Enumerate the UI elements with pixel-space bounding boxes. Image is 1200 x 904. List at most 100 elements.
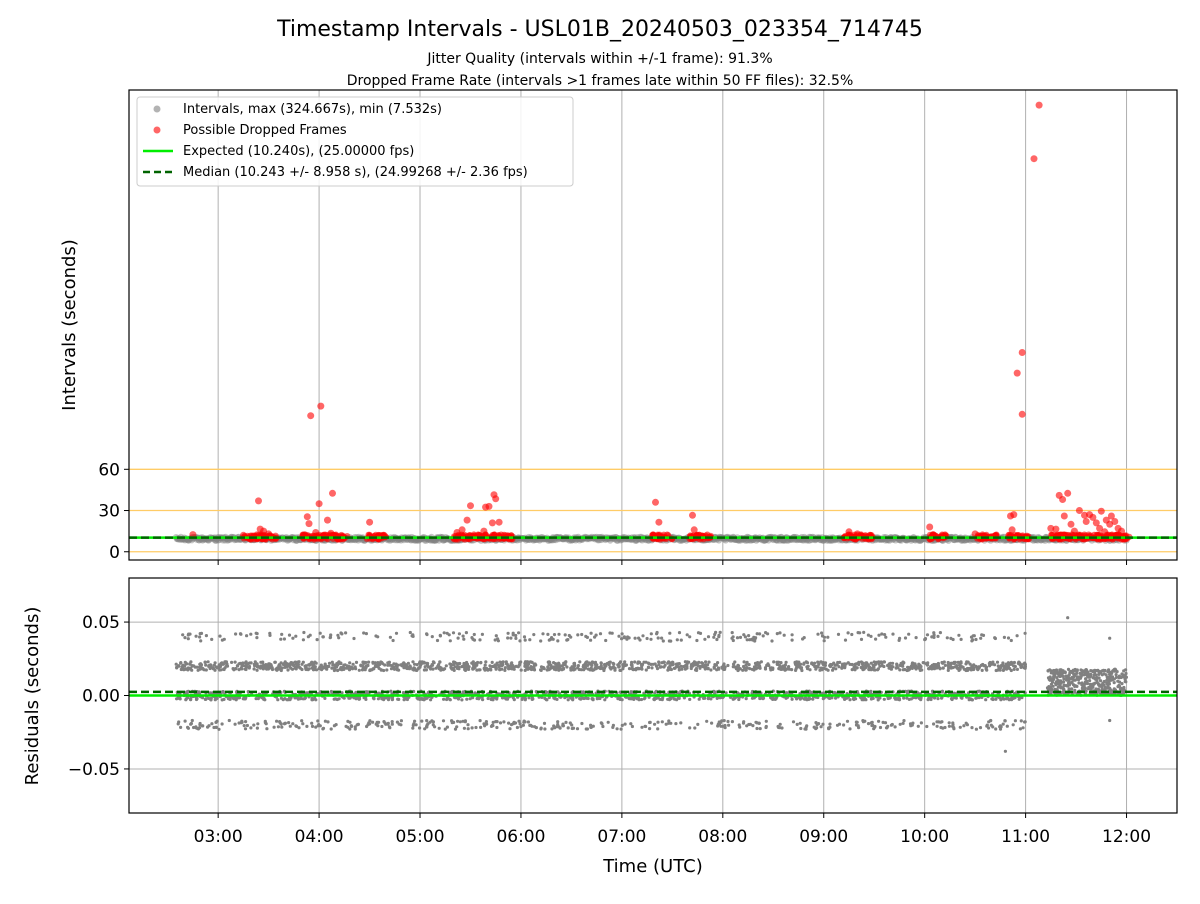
residual-point [998, 696, 1001, 699]
residual-point [302, 638, 305, 641]
residual-point [923, 661, 926, 664]
residual-point [932, 631, 935, 634]
residual-point [514, 721, 517, 724]
dropped-frame-point [655, 519, 662, 526]
residual-point [823, 636, 826, 639]
residual-point [616, 727, 619, 730]
dropped-frame-point [1098, 508, 1105, 515]
residual-point [527, 720, 530, 723]
residual-point [510, 723, 513, 726]
residual-point [624, 723, 627, 726]
residual-point [634, 637, 637, 640]
residual-point [948, 721, 951, 724]
residual-point [882, 665, 885, 668]
residual-point [256, 722, 259, 725]
dropped-frame-point [1009, 526, 1016, 533]
residual-point [222, 690, 225, 693]
residual-point [664, 664, 667, 667]
dropped-frame-point [1019, 349, 1026, 356]
residual-point [915, 636, 918, 639]
residual-point [864, 661, 867, 664]
residual-point [1016, 634, 1019, 637]
top-y-tick-label: 0 [109, 543, 120, 563]
residual-point [654, 662, 657, 665]
residual-point [699, 632, 702, 635]
residual-point [857, 631, 860, 634]
residual-point [411, 727, 414, 730]
chart-title: Timestamp Intervals - USL01B_20240503_02… [276, 17, 923, 42]
residual-point [291, 668, 294, 671]
residual-point [629, 690, 632, 693]
residual-point [376, 721, 379, 724]
residual-point [887, 697, 890, 700]
residual-point [653, 723, 656, 726]
residual-point [190, 669, 193, 672]
top-y-tick-label: 30 [98, 502, 120, 522]
residual-point [276, 698, 279, 701]
dropped-frame-point [492, 495, 499, 502]
dropped-frame-point [496, 519, 503, 526]
residual-point [601, 725, 604, 728]
residual-point [436, 639, 439, 642]
residual-point [650, 632, 653, 635]
residual-point [758, 722, 761, 725]
residual-point [540, 727, 543, 730]
residual-point [177, 722, 180, 725]
residual-point [662, 661, 665, 664]
residual-point [234, 632, 237, 635]
residual-point [234, 667, 237, 670]
residual-point [1012, 664, 1015, 667]
residual-point [294, 661, 297, 664]
residual-point [368, 722, 371, 725]
residual-point [1007, 636, 1010, 639]
residual-point [965, 668, 968, 671]
residual-point [645, 668, 648, 671]
residual-point [688, 635, 691, 638]
residual-point [564, 721, 567, 724]
dropped-frame-point [1071, 528, 1078, 535]
dropped-frame-point [926, 524, 933, 531]
residual-point [275, 720, 278, 723]
residual-point [885, 726, 888, 729]
residual-point [833, 691, 836, 694]
residual-point [507, 722, 510, 725]
residual-point [328, 662, 331, 665]
dropped-frame-point [316, 500, 323, 507]
residual-point [350, 725, 353, 728]
residual-point [374, 634, 377, 637]
residual-point [795, 667, 798, 670]
residual-point [960, 638, 963, 641]
residual-point [890, 724, 893, 727]
residual-point [474, 726, 477, 729]
residual-point [327, 665, 330, 668]
residual-point [301, 722, 304, 725]
chart-subtitle-dropped: Dropped Frame Rate (intervals >1 frames … [347, 73, 854, 89]
residual-point [459, 720, 462, 723]
residual-point [199, 632, 202, 635]
residual-point [619, 660, 622, 663]
residual-point [442, 698, 445, 701]
residual-point [444, 728, 447, 731]
residual-point [455, 725, 458, 728]
residual-point [225, 663, 228, 666]
residual-point [244, 727, 247, 730]
residual-point [552, 638, 555, 641]
residual-point [828, 723, 831, 726]
residual-point [717, 668, 720, 671]
dropped-frame-point [312, 529, 319, 536]
residual-point [879, 726, 882, 729]
residual-point [884, 636, 887, 639]
residual-point [452, 631, 455, 634]
legend-marker-intervals [154, 106, 161, 113]
residual-point [857, 726, 860, 729]
residual-point [484, 664, 487, 667]
residual-point [674, 722, 677, 725]
residual-point [297, 660, 300, 663]
dropped-frame-point [1083, 518, 1090, 525]
residual-point [465, 631, 468, 634]
residual-point [307, 635, 310, 638]
residual-point [838, 723, 841, 726]
residual-point [445, 664, 448, 667]
residual-point [187, 727, 190, 730]
residual-point [1013, 668, 1016, 671]
